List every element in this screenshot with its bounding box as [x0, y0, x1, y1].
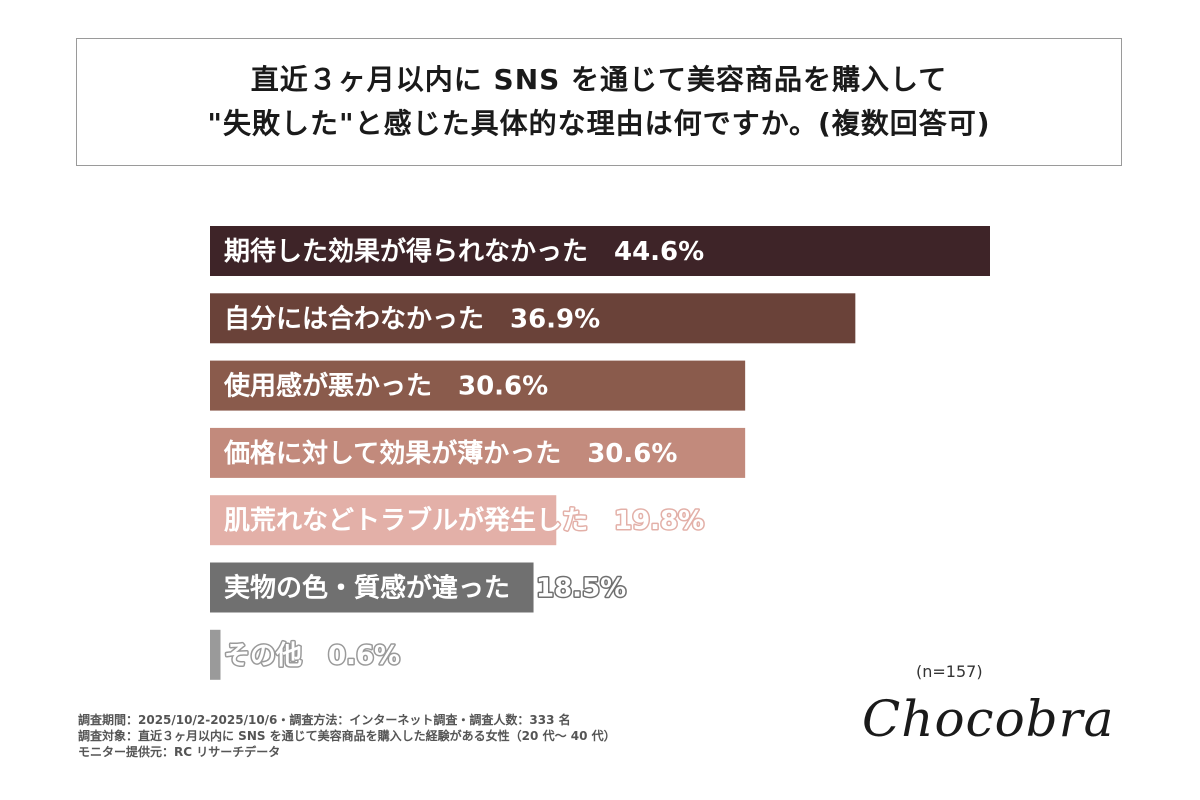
bar-5: [210, 562, 534, 613]
bar-label-5: 実物の色・質感が違った 18.5%: [224, 573, 626, 604]
bar-label-6: その他 0.6%: [224, 641, 400, 671]
bar-2: [210, 360, 746, 411]
brand-logo: Chocobra: [862, 690, 1115, 748]
footnote-survey-target: 調査対象：直近３ヶ月以内に SNS を通じて美容商品を購入した経験がある女性（2…: [78, 729, 616, 743]
bar-3: [210, 427, 746, 478]
bar-1: [210, 293, 856, 344]
footnotes: 調査期間：2025/10/2-2025/10/6・調査方法：インターネット調査・…: [78, 712, 616, 760]
bar-0: [210, 226, 990, 276]
bar-6: [210, 629, 221, 680]
bar-label-4: 肌荒れなどトラブルが発生した 19.8%: [224, 505, 704, 536]
title-line-1: 直近３ヶ月以内に SNS を通じて美容商品を購入して: [250, 63, 948, 96]
sample-size: (n=157): [916, 662, 983, 681]
bar-label-0: 期待した効果が得られなかった 44.6%: [224, 236, 704, 267]
bar-label-2: 使用感が悪かった 30.6%: [223, 371, 548, 402]
bar-label-1: 自分には合わなかった 36.9%: [224, 303, 600, 334]
footnote-monitor-source: モニター提供元：RC リサーチデータ: [78, 745, 281, 759]
footnote-survey-period: 調査期間：2025/10/2-2025/10/6・調査方法：インターネット調査・…: [78, 713, 571, 727]
title-line-2: "失敗した"と感じた具体的な理由は何ですか。(複数回答可): [207, 107, 991, 140]
title-box: 直近３ヶ月以内に SNS を通じて美容商品を購入して "失敗した"と感じた具体的…: [76, 38, 1122, 166]
bar-4: [210, 495, 557, 546]
bar-label-3: 価格に対して効果が薄かった 30.6%: [223, 438, 677, 469]
